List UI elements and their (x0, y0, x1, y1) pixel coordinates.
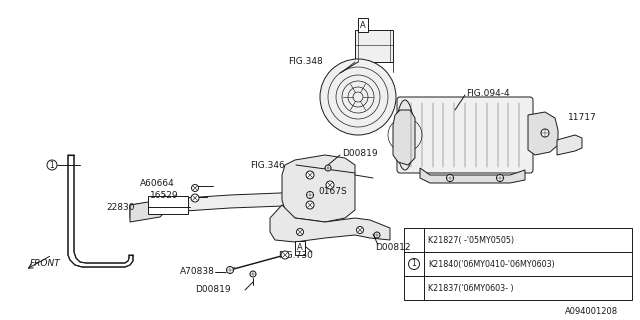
Text: FIG.730: FIG.730 (278, 251, 313, 260)
Circle shape (408, 259, 419, 269)
Text: A70838: A70838 (180, 268, 215, 276)
Polygon shape (270, 205, 390, 242)
Circle shape (47, 160, 57, 170)
Text: 1: 1 (50, 161, 54, 170)
Text: A: A (297, 244, 303, 252)
FancyBboxPatch shape (397, 97, 533, 173)
Polygon shape (130, 195, 165, 222)
Polygon shape (68, 155, 133, 267)
Circle shape (306, 201, 314, 209)
Bar (148, 196, 188, 214)
Text: K21827( -'05MY0505): K21827( -'05MY0505) (428, 236, 514, 244)
Text: 0167S: 0167S (318, 188, 347, 196)
Text: 16529: 16529 (150, 190, 179, 199)
Circle shape (296, 228, 303, 236)
Ellipse shape (475, 101, 487, 169)
Polygon shape (528, 112, 558, 155)
Bar (355, 30, 393, 62)
Text: D00819: D00819 (195, 285, 230, 294)
Ellipse shape (508, 103, 519, 167)
Text: D00812: D00812 (375, 244, 410, 252)
Circle shape (227, 267, 234, 274)
Ellipse shape (420, 103, 433, 167)
Circle shape (320, 59, 396, 135)
Polygon shape (420, 168, 525, 183)
Text: K21837('06MY0603- ): K21837('06MY0603- ) (428, 284, 514, 292)
Text: FIG.346: FIG.346 (250, 161, 285, 170)
Circle shape (497, 174, 504, 181)
Ellipse shape (399, 105, 411, 165)
Ellipse shape (497, 102, 509, 168)
Circle shape (307, 191, 314, 198)
Bar (404, 228, 632, 300)
Text: A: A (360, 20, 366, 29)
Text: 22830: 22830 (106, 203, 135, 212)
Text: A094001208: A094001208 (565, 308, 618, 316)
Polygon shape (130, 192, 310, 218)
Text: FIG.348: FIG.348 (288, 58, 323, 67)
Circle shape (281, 251, 289, 259)
Ellipse shape (442, 101, 454, 169)
Circle shape (326, 181, 334, 189)
Polygon shape (393, 110, 415, 165)
Circle shape (191, 185, 198, 191)
Polygon shape (557, 135, 582, 155)
Ellipse shape (486, 101, 498, 169)
Circle shape (374, 232, 380, 238)
Circle shape (191, 194, 199, 202)
Circle shape (306, 171, 314, 179)
Text: 1: 1 (412, 260, 417, 268)
Polygon shape (282, 155, 355, 222)
Text: FRONT: FRONT (30, 259, 61, 268)
Text: A60664: A60664 (140, 179, 175, 188)
Ellipse shape (396, 100, 414, 170)
Circle shape (325, 165, 331, 171)
Ellipse shape (431, 102, 444, 168)
Ellipse shape (453, 101, 465, 169)
Ellipse shape (518, 104, 530, 166)
Text: D00819: D00819 (342, 148, 378, 157)
Circle shape (447, 174, 454, 181)
Circle shape (250, 271, 256, 277)
Circle shape (541, 129, 549, 137)
Circle shape (356, 227, 364, 234)
Text: FIG.094-4: FIG.094-4 (466, 89, 509, 98)
Text: K21840('06MY0410-'06MY0603): K21840('06MY0410-'06MY0603) (428, 260, 555, 268)
Ellipse shape (464, 100, 476, 170)
Ellipse shape (410, 104, 422, 166)
Text: 11717: 11717 (568, 114, 596, 123)
